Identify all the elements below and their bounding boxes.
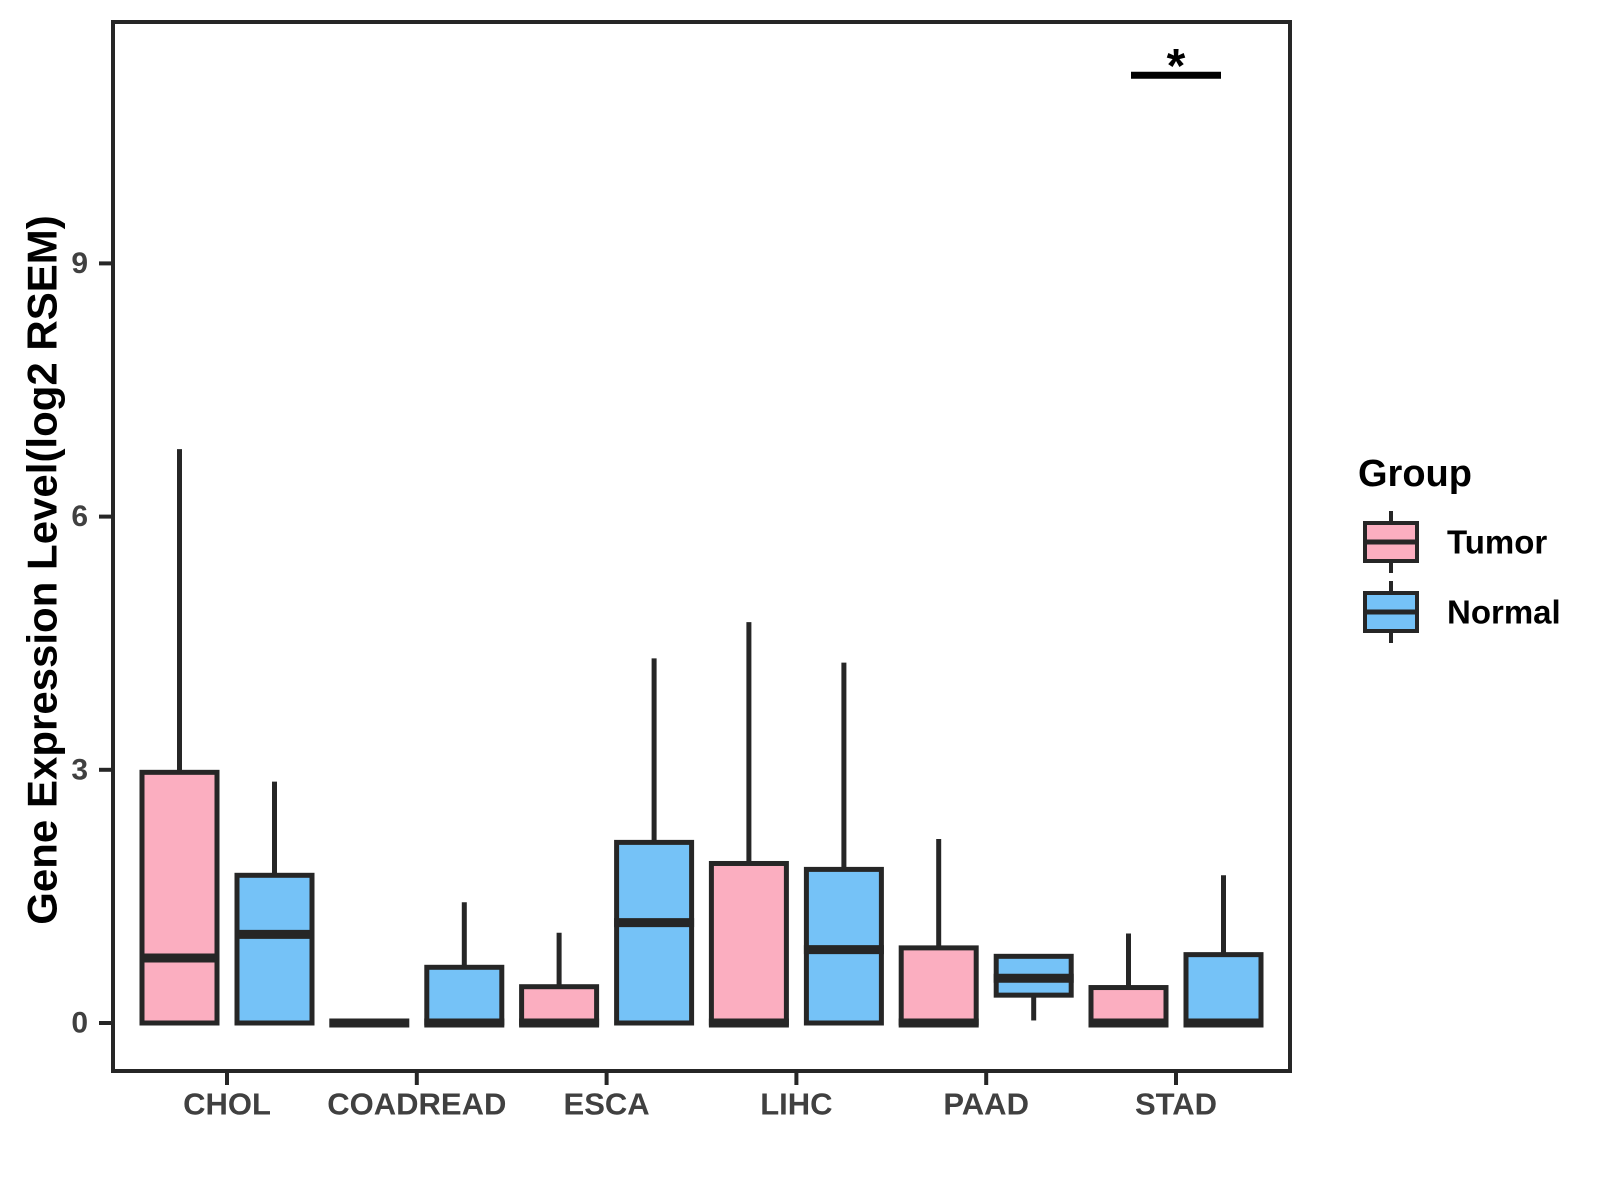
y-axis-title: Gene Expression Level(log2 RSEM) xyxy=(19,215,66,925)
box-chol-normal xyxy=(234,872,315,1026)
y-axis-tick-label: 9 xyxy=(71,247,88,280)
box-esca-normal xyxy=(614,839,695,1026)
y-axis-tick-label: 6 xyxy=(71,500,88,533)
box-paad-tumor xyxy=(898,945,979,1026)
box-esca-tumor xyxy=(519,984,600,1026)
x-axis-tick-label-stad: STAD xyxy=(1135,1087,1217,1122)
box-chol-tumor xyxy=(139,769,220,1026)
x-axis-tick-label-esca: ESCA xyxy=(564,1087,650,1122)
x-axis-tick-label-coadread: COADREAD xyxy=(327,1087,506,1122)
box-stad-normal xyxy=(1183,952,1264,1026)
legend-title: Group xyxy=(1358,453,1472,495)
plot-panel-border xyxy=(111,20,1292,1073)
significance-asterisk: * xyxy=(1167,40,1186,93)
y-axis-tick-label: 0 xyxy=(71,1007,88,1040)
legend-label-normal: Normal xyxy=(1447,594,1561,631)
y-axis-tick-label: 3 xyxy=(71,753,88,786)
x-axis-tick-label-paad: PAAD xyxy=(943,1087,1029,1122)
x-axis-tick-label-lihc: LIHC xyxy=(760,1087,832,1122)
box-stad-tumor xyxy=(1088,985,1169,1026)
box-lihc-tumor xyxy=(708,860,789,1026)
legend-label-tumor: Tumor xyxy=(1447,524,1547,561)
box-coadread-normal xyxy=(424,964,505,1026)
x-axis-tick-label-chol: CHOL xyxy=(183,1087,271,1122)
